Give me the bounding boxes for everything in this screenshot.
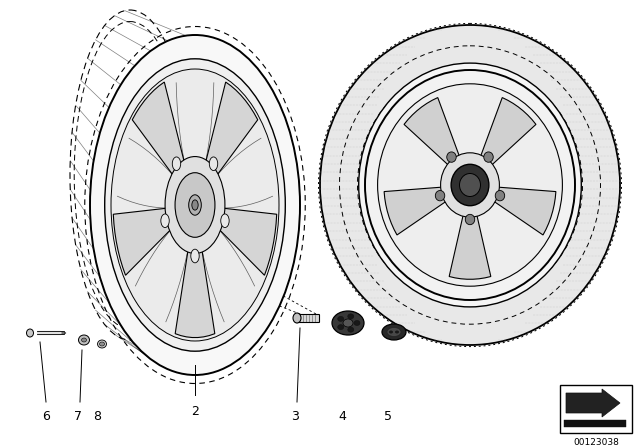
Polygon shape bbox=[175, 228, 215, 337]
Text: 4: 4 bbox=[338, 410, 346, 423]
Text: 1: 1 bbox=[506, 290, 514, 303]
Ellipse shape bbox=[97, 340, 106, 348]
Polygon shape bbox=[384, 186, 458, 235]
Text: 6: 6 bbox=[42, 410, 50, 423]
Polygon shape bbox=[566, 389, 620, 417]
Polygon shape bbox=[483, 186, 556, 235]
Ellipse shape bbox=[484, 152, 493, 162]
Ellipse shape bbox=[365, 70, 575, 300]
Ellipse shape bbox=[172, 157, 180, 171]
Polygon shape bbox=[404, 98, 465, 175]
Ellipse shape bbox=[348, 327, 354, 332]
Polygon shape bbox=[449, 201, 491, 279]
Ellipse shape bbox=[99, 342, 104, 346]
Polygon shape bbox=[200, 82, 258, 190]
Ellipse shape bbox=[348, 314, 354, 319]
Ellipse shape bbox=[79, 335, 90, 345]
Polygon shape bbox=[62, 332, 66, 335]
Ellipse shape bbox=[358, 63, 581, 307]
Ellipse shape bbox=[192, 200, 198, 210]
Ellipse shape bbox=[165, 156, 225, 254]
Ellipse shape bbox=[395, 331, 399, 333]
Ellipse shape bbox=[26, 329, 33, 337]
Ellipse shape bbox=[343, 319, 353, 327]
Ellipse shape bbox=[338, 316, 344, 321]
Ellipse shape bbox=[293, 313, 301, 323]
Ellipse shape bbox=[387, 327, 401, 336]
Ellipse shape bbox=[440, 153, 499, 217]
Ellipse shape bbox=[81, 338, 86, 342]
Bar bbox=[564, 420, 626, 427]
Text: 7: 7 bbox=[74, 410, 82, 423]
Ellipse shape bbox=[105, 59, 285, 351]
Ellipse shape bbox=[495, 190, 505, 201]
Ellipse shape bbox=[389, 331, 393, 333]
Text: 5: 5 bbox=[384, 410, 392, 423]
Ellipse shape bbox=[435, 190, 445, 201]
Polygon shape bbox=[476, 98, 536, 175]
Ellipse shape bbox=[111, 69, 279, 341]
Text: 3: 3 bbox=[291, 410, 299, 423]
Ellipse shape bbox=[209, 157, 218, 171]
Ellipse shape bbox=[189, 195, 202, 215]
Ellipse shape bbox=[460, 173, 481, 197]
Ellipse shape bbox=[338, 325, 344, 330]
Ellipse shape bbox=[332, 311, 364, 335]
Ellipse shape bbox=[191, 249, 199, 263]
Polygon shape bbox=[207, 207, 276, 275]
Polygon shape bbox=[113, 207, 182, 275]
Ellipse shape bbox=[451, 164, 489, 206]
Polygon shape bbox=[132, 82, 189, 190]
FancyBboxPatch shape bbox=[296, 314, 319, 323]
Ellipse shape bbox=[221, 214, 229, 228]
Ellipse shape bbox=[90, 35, 300, 375]
Ellipse shape bbox=[161, 214, 169, 228]
Text: 00123038: 00123038 bbox=[573, 438, 619, 447]
Text: 8: 8 bbox=[93, 410, 101, 423]
Ellipse shape bbox=[382, 324, 406, 340]
Text: 2: 2 bbox=[191, 405, 199, 418]
Ellipse shape bbox=[354, 320, 360, 326]
Ellipse shape bbox=[447, 152, 456, 162]
Ellipse shape bbox=[175, 172, 215, 237]
Ellipse shape bbox=[320, 25, 620, 345]
Bar bbox=[560, 385, 632, 433]
Ellipse shape bbox=[465, 214, 475, 225]
Ellipse shape bbox=[378, 84, 563, 286]
